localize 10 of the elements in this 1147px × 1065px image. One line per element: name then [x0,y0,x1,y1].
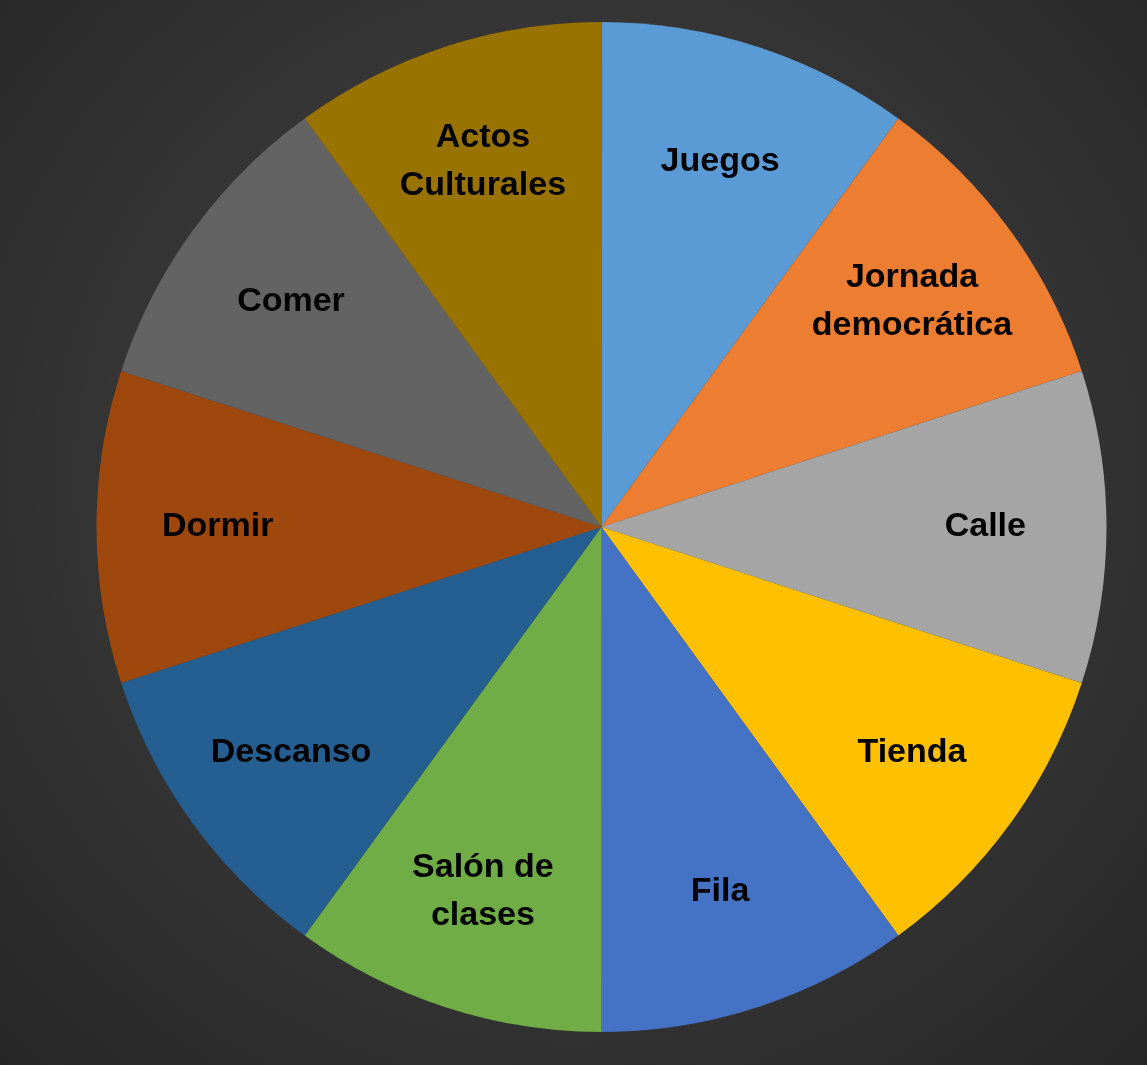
slice-label: Actos Culturales [399,116,567,203]
slice-label: Jornada democrática [811,255,1014,342]
slice-label: Descanso [210,730,372,769]
slice-label: Dormir [161,505,274,544]
slice-label: Calle [944,505,1026,544]
slice-label: Salón de clases [412,846,554,933]
slice-label: Tienda [857,730,968,769]
slice-label: Juegos [660,140,780,179]
slice-label: Comer [237,279,345,318]
slice-label: Fila [690,870,751,909]
